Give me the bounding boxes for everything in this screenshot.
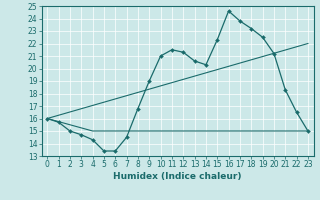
X-axis label: Humidex (Indice chaleur): Humidex (Indice chaleur): [113, 172, 242, 181]
